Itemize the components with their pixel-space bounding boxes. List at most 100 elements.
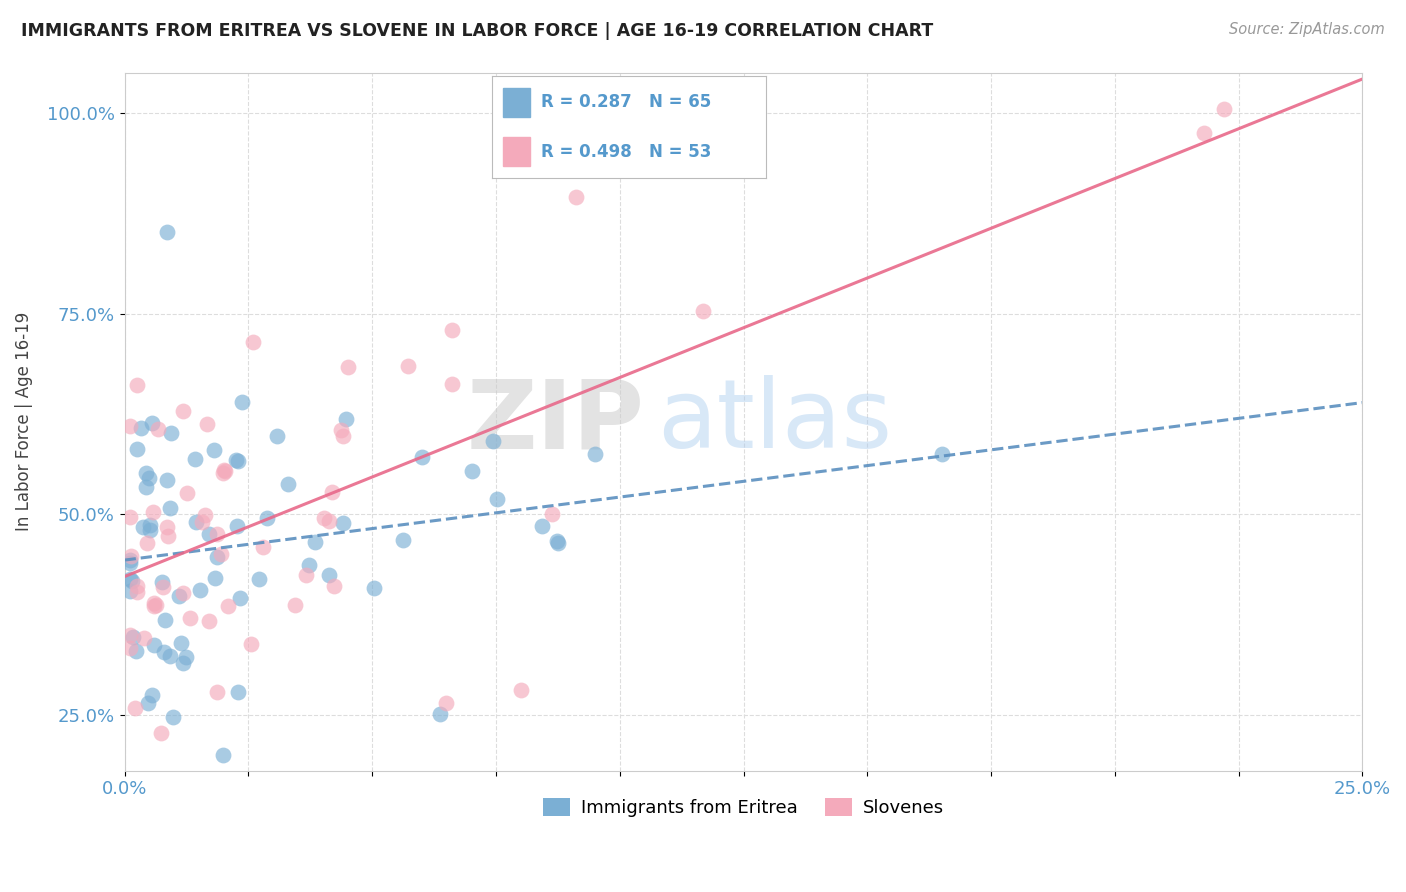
Point (156, 473, 179, 487)
Point (212, 463, 235, 477)
Point (321, 484, 343, 499)
Point (318, 514, 340, 528)
Point (127, 442, 149, 456)
Point (209, 547, 232, 561)
Point (214, 464, 236, 478)
Point (150, 574, 173, 589)
Point (138, 523, 160, 537)
Point (225, 453, 247, 467)
Point (160, 426, 183, 441)
Point (332, 516, 354, 530)
Point (546, 534, 568, 549)
Point (155, 613, 177, 627)
Point (314, 510, 336, 524)
Point (142, 505, 165, 519)
Point (205, 549, 228, 564)
Point (226, 519, 249, 533)
Point (118, 419, 141, 434)
Point (118, 641, 141, 656)
Point (172, 656, 194, 670)
Point (931, 447, 953, 461)
Point (125, 644, 148, 658)
Point (228, 685, 250, 699)
Point (132, 520, 155, 534)
Point (252, 540, 274, 554)
Point (295, 568, 318, 582)
Point (121, 574, 143, 588)
Point (167, 590, 190, 604)
Point (318, 568, 340, 582)
Point (530, 518, 553, 533)
Point (332, 429, 354, 443)
Point (565, 189, 588, 203)
Point (277, 477, 299, 491)
Text: atlas: atlas (657, 376, 891, 468)
Point (242, 335, 264, 350)
Point (172, 586, 194, 600)
Point (179, 611, 201, 625)
Point (440, 377, 463, 392)
Point (436, 696, 458, 710)
Point (212, 466, 235, 480)
Point (217, 599, 239, 614)
Point (118, 584, 141, 599)
Point (266, 428, 288, 442)
Point (172, 404, 194, 418)
Point (692, 304, 714, 318)
Text: R = 0.287   N = 65: R = 0.287 N = 65 (541, 94, 711, 112)
Point (138, 471, 160, 485)
Point (202, 442, 225, 457)
Point (136, 536, 159, 550)
Point (135, 467, 157, 481)
Point (509, 683, 531, 698)
Point (127, 579, 149, 593)
Point (120, 556, 142, 570)
Point (120, 552, 142, 566)
Point (125, 585, 148, 599)
Point (256, 511, 278, 525)
Point (240, 637, 263, 651)
Point (304, 535, 326, 549)
Point (211, 747, 233, 762)
Point (152, 645, 174, 659)
Point (411, 450, 433, 464)
Point (149, 726, 172, 740)
Point (141, 688, 163, 702)
Point (146, 421, 169, 435)
Point (461, 464, 484, 478)
Point (335, 411, 357, 425)
Point (136, 696, 159, 710)
Point (440, 323, 463, 337)
Point (191, 515, 214, 529)
Point (118, 509, 141, 524)
Text: ZIP: ZIP (467, 376, 644, 468)
Point (141, 417, 163, 431)
Point (392, 533, 415, 548)
Point (583, 447, 606, 461)
Point (139, 518, 162, 533)
Point (323, 579, 346, 593)
Point (183, 452, 205, 467)
Point (124, 701, 146, 715)
Point (145, 598, 167, 612)
Point (186, 515, 208, 529)
Point (336, 359, 359, 374)
Point (481, 434, 503, 448)
Point (363, 582, 385, 596)
Bar (503, 88, 530, 117)
Y-axis label: In Labor Force | Age 16-19: In Labor Force | Age 16-19 (15, 312, 32, 532)
Point (284, 598, 307, 612)
Point (205, 527, 228, 541)
Point (125, 378, 148, 392)
Text: Source: ZipAtlas.com: Source: ZipAtlas.com (1229, 22, 1385, 37)
Point (129, 421, 152, 435)
Point (152, 580, 174, 594)
Point (162, 709, 184, 723)
Point (188, 583, 211, 598)
Point (329, 423, 352, 437)
Point (1192, 126, 1215, 140)
Point (429, 706, 451, 721)
Point (156, 225, 179, 239)
Point (396, 359, 419, 373)
Point (247, 572, 270, 586)
